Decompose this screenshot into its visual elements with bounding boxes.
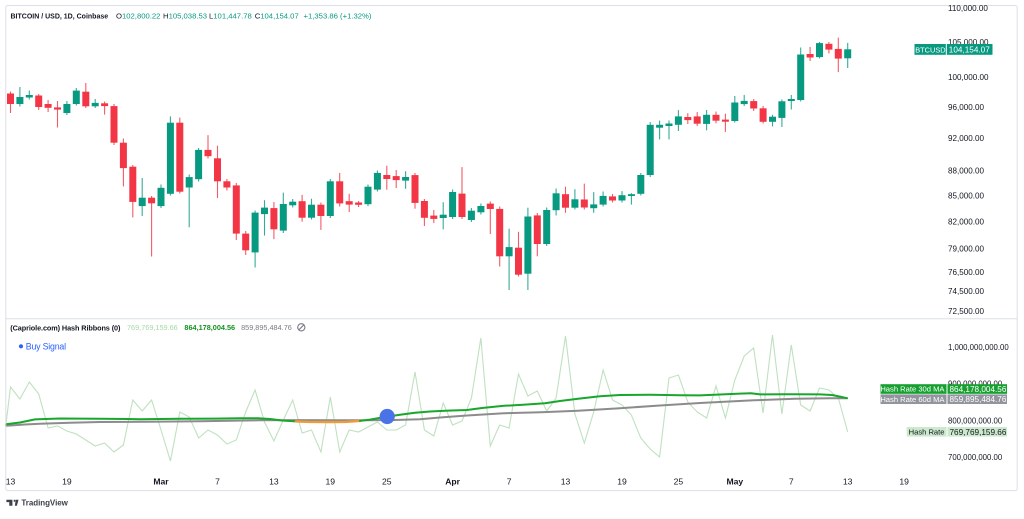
svg-text:96,000.00: 96,000.00 xyxy=(948,103,985,112)
svg-text:7: 7 xyxy=(507,477,512,487)
svg-text:19: 19 xyxy=(62,477,72,487)
svg-text:7: 7 xyxy=(215,477,220,487)
svg-text:104,154.07: 104,154.07 xyxy=(949,46,990,55)
svg-text:19: 19 xyxy=(899,477,909,487)
svg-text:19: 19 xyxy=(326,477,336,487)
svg-text:800,000,000.00: 800,000,000.00 xyxy=(948,416,1003,425)
svg-text:Mar: Mar xyxy=(153,477,169,487)
svg-text:769,769,159.66: 769,769,159.66 xyxy=(127,323,178,332)
svg-text:88,000.00: 88,000.00 xyxy=(948,166,985,175)
svg-text:76,500.00: 76,500.00 xyxy=(948,268,985,277)
svg-text:105,000.00: 105,000.00 xyxy=(948,38,989,47)
svg-text:TradingView: TradingView xyxy=(21,499,68,508)
svg-text:Buy Signal: Buy Signal xyxy=(26,342,66,352)
svg-text:Apr: Apr xyxy=(445,477,460,487)
svg-text:Hash Rate 30d MA: Hash Rate 30d MA xyxy=(880,385,945,394)
svg-text:BITCOIN / USD, 1D, Coinbase: BITCOIN / USD, 1D, Coinbase xyxy=(11,14,109,21)
svg-text:82,000.00: 82,000.00 xyxy=(948,218,985,227)
svg-text:74,500.00: 74,500.00 xyxy=(948,287,985,296)
svg-text:92,000.00: 92,000.00 xyxy=(948,134,985,143)
svg-text:25: 25 xyxy=(382,477,392,487)
svg-text:13: 13 xyxy=(269,477,279,487)
svg-text:13: 13 xyxy=(6,477,16,487)
svg-text:(Capriole.com) Hash Ribbons (0: (Capriole.com) Hash Ribbons (0) xyxy=(10,323,121,332)
svg-text:859,895,484.76: 859,895,484.76 xyxy=(241,323,292,332)
svg-text:110,000.00: 110,000.00 xyxy=(948,4,988,13)
svg-text:Hash Rate: Hash Rate xyxy=(909,428,945,437)
svg-text:864,178,004.56: 864,178,004.56 xyxy=(950,385,1007,394)
svg-text:859,895,484.76: 859,895,484.76 xyxy=(950,395,1007,404)
svg-text:13: 13 xyxy=(843,477,853,487)
svg-text:864,178,004.56: 864,178,004.56 xyxy=(184,323,235,332)
svg-text:72,500.00: 72,500.00 xyxy=(948,307,985,316)
svg-text:1,000,000,000.00: 1,000,000,000.00 xyxy=(948,343,1009,352)
svg-text:25: 25 xyxy=(674,477,684,487)
svg-text:769,769,159.66: 769,769,159.66 xyxy=(950,428,1007,437)
svg-text:7: 7 xyxy=(789,477,794,487)
svg-text:Hash Rate 60d MA: Hash Rate 60d MA xyxy=(880,395,945,404)
svg-text:19: 19 xyxy=(617,477,627,487)
svg-text:700,000,000.00: 700,000,000.00 xyxy=(948,453,1003,462)
svg-text:100,000.00: 100,000.00 xyxy=(948,73,989,82)
svg-text:BTCUSD: BTCUSD xyxy=(915,45,945,54)
svg-text:May: May xyxy=(726,477,743,487)
svg-text:85,000.00: 85,000.00 xyxy=(948,192,985,201)
svg-text:13: 13 xyxy=(561,477,571,487)
svg-text:79,000.00: 79,000.00 xyxy=(948,245,985,254)
